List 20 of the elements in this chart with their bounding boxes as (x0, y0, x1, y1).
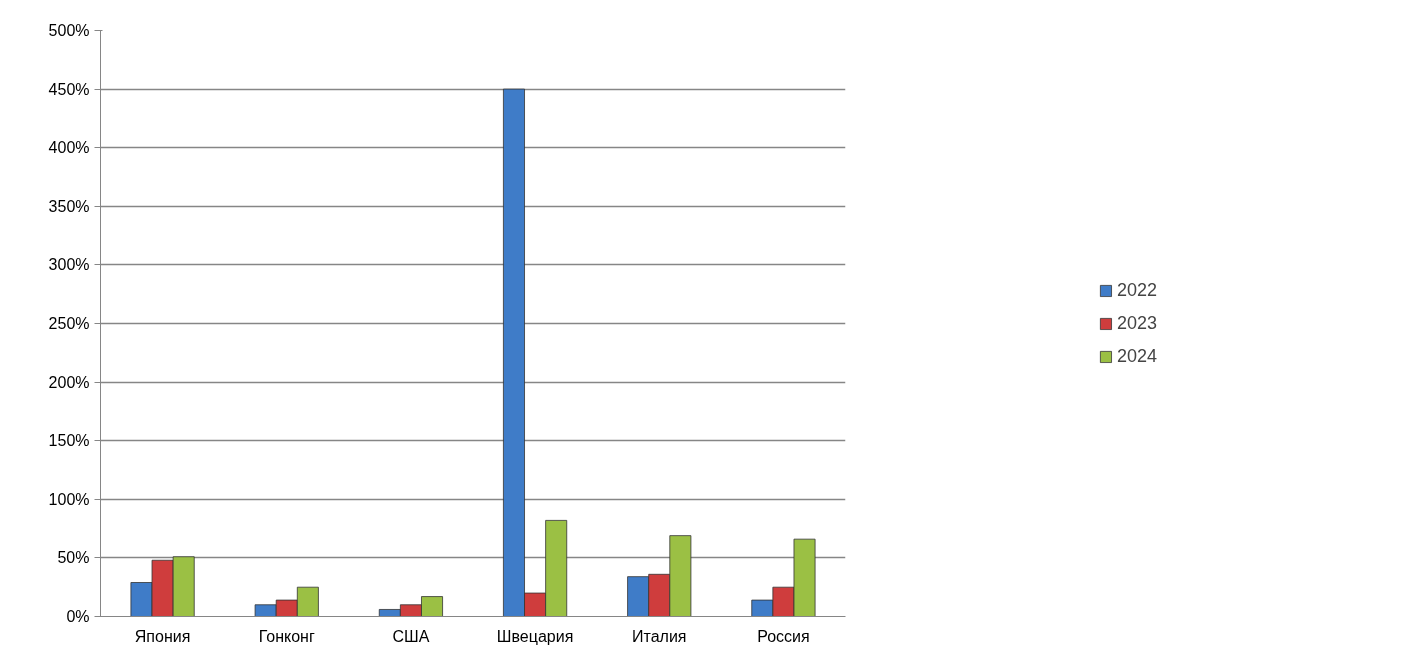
x-tick-label: Япония (134, 627, 191, 645)
y-tick-label: 250% (48, 315, 90, 332)
y-tick-label: 500% (48, 22, 90, 39)
x-tick-label: Россия (757, 627, 810, 645)
y-tick-label: 100% (48, 490, 90, 508)
x-tick-label: Швецария (496, 627, 574, 645)
y-tick-label: 450% (48, 80, 90, 98)
y-tick-label: 50% (57, 549, 90, 567)
y-tick-label: 400% (48, 139, 90, 157)
y-tick-label: 300% (48, 256, 90, 274)
y-tick-label: 150% (48, 432, 90, 450)
y-tick-label: 200% (48, 373, 90, 391)
legend-label: 2022 (1116, 279, 1158, 301)
x-tick-label: Италия (632, 627, 687, 645)
legend-label: 2023 (1116, 312, 1158, 334)
x-tick-label: Гонконг (258, 627, 315, 645)
y-tick-label: 0% (66, 608, 90, 625)
legend-label: 2024 (1116, 345, 1158, 367)
x-tick-label: США (392, 627, 430, 645)
y-tick-label: 350% (48, 197, 90, 215)
